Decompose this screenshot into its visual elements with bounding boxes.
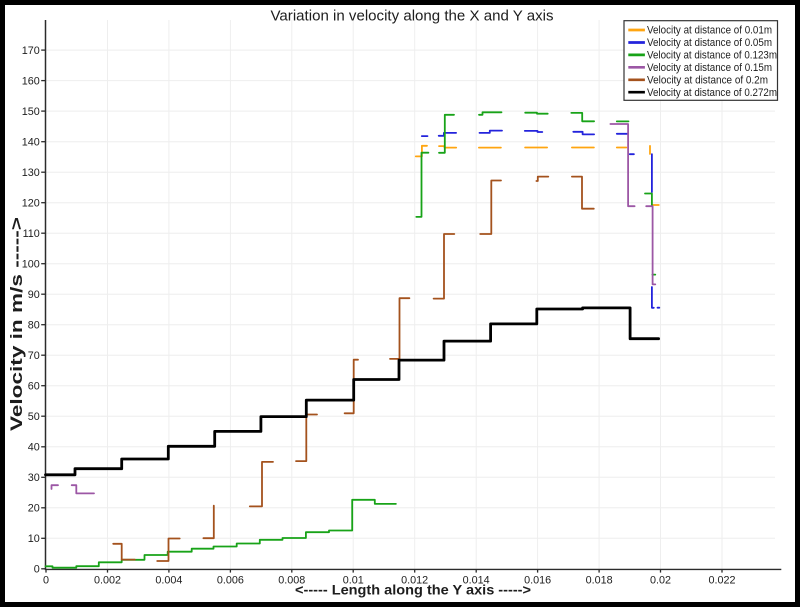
svg-text:Variation in velocity along th: Variation in velocity along the X and Y … <box>271 9 554 25</box>
svg-text:170: 170 <box>22 45 40 57</box>
svg-text:0.004: 0.004 <box>155 575 182 587</box>
svg-text:0: 0 <box>43 575 49 587</box>
svg-text:30: 30 <box>28 472 40 484</box>
svg-text:Velocity at distance of 0.01m: Velocity at distance of 0.01m <box>647 25 772 37</box>
svg-text:Velocity at distance of 0.05m: Velocity at distance of 0.05m <box>647 37 772 49</box>
svg-text:Velocity at distance of 0.123m: Velocity at distance of 0.123m <box>647 50 777 62</box>
svg-text:Velocity at distance of 0.15m: Velocity at distance of 0.15m <box>647 62 772 74</box>
svg-text:50: 50 <box>28 411 40 423</box>
svg-text:130: 130 <box>22 167 40 179</box>
svg-text:120: 120 <box>22 197 40 209</box>
svg-text:70: 70 <box>28 350 40 362</box>
svg-text:<----- Length along the Y axis: <----- Length along the Y axis -----> <box>295 582 531 598</box>
svg-text:Velocity at distance of 0.2m: Velocity at distance of 0.2m <box>647 74 768 86</box>
svg-text:0.002: 0.002 <box>94 575 121 587</box>
svg-text:Velocity in m/s ----->: Velocity in m/s -----> <box>7 217 26 431</box>
svg-text:0.016: 0.016 <box>524 575 551 587</box>
svg-text:0.022: 0.022 <box>708 575 735 587</box>
svg-text:100: 100 <box>22 258 40 270</box>
svg-text:150: 150 <box>22 106 40 118</box>
svg-text:110: 110 <box>23 228 40 240</box>
svg-text:90: 90 <box>28 289 40 301</box>
svg-text:0.014: 0.014 <box>463 575 490 587</box>
svg-text:0.01: 0.01 <box>343 575 364 587</box>
svg-text:60: 60 <box>28 380 40 392</box>
svg-text:0.02: 0.02 <box>650 575 671 587</box>
svg-text:10: 10 <box>28 533 40 545</box>
svg-text:80: 80 <box>28 319 40 331</box>
svg-text:160: 160 <box>22 75 40 87</box>
svg-text:Velocity at distance of 0.272m: Velocity at distance of 0.272m <box>647 87 777 99</box>
svg-text:0: 0 <box>34 564 40 576</box>
svg-text:40: 40 <box>28 442 40 454</box>
svg-text:20: 20 <box>28 503 40 515</box>
svg-text:0.012: 0.012 <box>401 575 428 587</box>
svg-text:0.018: 0.018 <box>586 575 613 587</box>
svg-text:140: 140 <box>22 136 40 148</box>
svg-text:0.006: 0.006 <box>217 575 244 587</box>
svg-text:0.008: 0.008 <box>278 575 305 587</box>
